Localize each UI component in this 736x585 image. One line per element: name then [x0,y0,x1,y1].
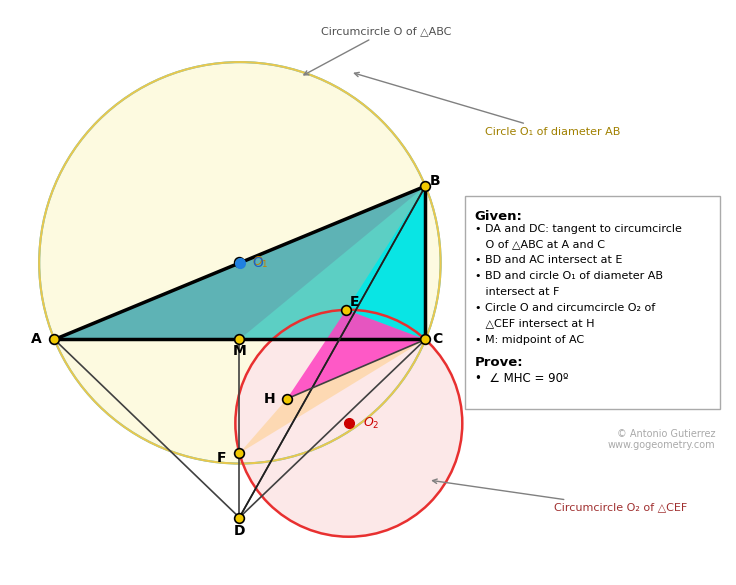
Text: F: F [217,451,227,465]
Text: Circle O₁ of diameter AB: Circle O₁ of diameter AB [355,73,620,137]
Text: © Antonio Gutierrez
www.gogeometry.com: © Antonio Gutierrez www.gogeometry.com [608,429,715,450]
Text: •  ∠ MHC = 90º: • ∠ MHC = 90º [475,372,568,385]
Text: △CEF intersect at H: △CEF intersect at H [475,319,595,329]
Text: O: O [252,256,263,270]
Text: • M: midpoint of AC: • M: midpoint of AC [475,335,584,345]
Text: Circumcircle O of △ABC: Circumcircle O of △ABC [304,26,451,75]
Text: C: C [432,332,442,346]
Text: M: M [233,345,247,359]
Polygon shape [287,310,425,399]
Polygon shape [54,186,425,339]
Text: $O_2$: $O_2$ [363,416,379,431]
Circle shape [39,62,441,463]
Text: • Circle O and circumcircle O₂ of: • Circle O and circumcircle O₂ of [475,303,655,313]
FancyBboxPatch shape [465,196,720,409]
Text: E: E [350,295,359,309]
Text: O of △ABC at A and C: O of △ABC at A and C [475,240,605,250]
Text: A: A [31,332,42,346]
Circle shape [39,62,441,463]
Text: • DA and DC: tangent to circumcircle: • DA and DC: tangent to circumcircle [475,223,682,234]
Circle shape [236,310,462,536]
Polygon shape [239,339,425,453]
Text: • BD and circle O₁ of diameter AB: • BD and circle O₁ of diameter AB [475,271,663,281]
Text: $O_1$: $O_1$ [252,255,269,270]
Text: Prove:: Prove: [475,356,523,369]
Text: • BD and AC intersect at E: • BD and AC intersect at E [475,256,622,266]
Text: D: D [233,524,245,538]
Text: Circumcircle O₂ of △CEF: Circumcircle O₂ of △CEF [433,479,687,512]
Text: B: B [430,174,441,188]
Text: Given:: Given: [475,210,523,223]
Text: intersect at F: intersect at F [475,287,559,297]
Polygon shape [54,186,425,339]
Text: H: H [263,392,275,406]
Polygon shape [346,186,425,339]
